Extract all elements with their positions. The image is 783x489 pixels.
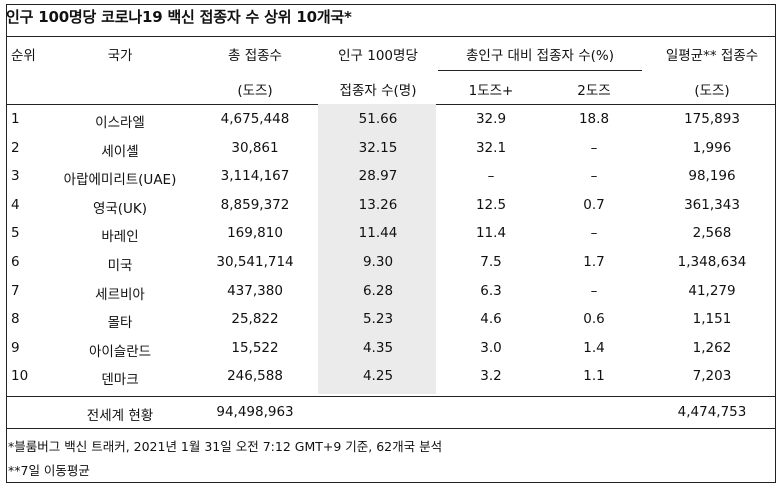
cell-country: 몰타 [107, 315, 133, 331]
cell-per100: 4.35 [362, 340, 394, 356]
cell-country: 아이슬란드 [88, 344, 152, 360]
cell-daily: 41,279 [688, 283, 736, 299]
title-divider [6, 36, 776, 37]
share-header-underline [438, 70, 642, 71]
cell-country: 이스라엘 [95, 115, 145, 131]
header-share: 총인구 대비 접종자 수(%) [465, 48, 615, 64]
cell-rank: 6 [11, 254, 20, 270]
cell-daily: 1,348,634 [677, 254, 747, 270]
cell-daily: 7,203 [692, 368, 732, 384]
cell-rank: 1 [11, 111, 20, 127]
cell-dose2: 1.1 [583, 368, 605, 384]
cell-dose2: 0.6 [583, 311, 605, 327]
cell-per100: 13.26 [358, 197, 398, 213]
cell-dose2: – [590, 140, 598, 156]
cell-rank: 4 [11, 197, 20, 213]
header-rank: 순위 [11, 48, 36, 64]
cell-dose2: 0.7 [583, 197, 605, 213]
cell-total: 4,675,448 [220, 111, 290, 127]
world-label: 전세계 현황 [86, 408, 154, 424]
cell-total: 169,810 [227, 225, 283, 241]
cell-dose2: – [590, 168, 598, 184]
cell-country: 세르비아 [95, 287, 145, 303]
cell-dose1: 32.1 [475, 140, 507, 156]
cell-total: 25,822 [231, 311, 279, 327]
cell-dose1: 11.4 [475, 225, 507, 241]
cell-country: 아랍에미리트(UAE) [63, 172, 177, 188]
world-total: 94,498,963 [216, 404, 294, 420]
world-row-divider [6, 396, 776, 397]
header-per100: 인구 100명당 [338, 48, 418, 64]
cell-per100: 6.28 [362, 283, 394, 299]
cell-per100: 32.15 [358, 140, 398, 156]
cell-dose1: 7.5 [480, 254, 502, 270]
cell-per100: 4.25 [362, 368, 394, 384]
cell-total: 246,588 [227, 368, 283, 384]
footnote-source: *블룸버그 백신 트래커, 2021년 1월 31일 오전 7:12 GMT+9… [8, 439, 443, 454]
table-title: 인구 100명당 코로나19 백신 접종자 수 상위 10개국* [6, 8, 352, 26]
cell-dose2: 1.4 [583, 340, 605, 356]
cell-country: 덴마크 [101, 372, 139, 388]
world-daily: 4,474,753 [677, 404, 747, 420]
cell-per100: 9.30 [362, 254, 394, 270]
cell-per100: 28.97 [358, 168, 398, 184]
header-daily: 일평균** 접종수 [665, 48, 759, 64]
cell-rank: 3 [11, 168, 20, 184]
header-total-unit: (도즈) [237, 83, 273, 99]
cell-daily: 1,262 [692, 340, 732, 356]
cell-rank: 10 [11, 368, 29, 384]
header-country: 국가 [107, 48, 133, 64]
cell-per100: 5.23 [362, 311, 394, 327]
cell-total: 8,859,372 [220, 197, 290, 213]
cell-total: 15,522 [231, 340, 279, 356]
cell-country: 바레인 [101, 229, 139, 245]
cell-rank: 9 [11, 340, 20, 356]
footnote-divider [6, 428, 776, 429]
cell-total: 30,541,714 [216, 254, 294, 270]
cell-daily: 361,343 [684, 197, 740, 213]
per100-column-highlight [318, 104, 436, 394]
header-dose2: 2도즈 [577, 83, 611, 99]
cell-dose1: 3.2 [480, 368, 502, 384]
cell-dose2: 1.7 [583, 254, 605, 270]
cell-total: 437,380 [227, 283, 283, 299]
cell-total: 3,114,167 [220, 168, 290, 184]
cell-rank: 2 [11, 140, 20, 156]
cell-country: 영국(UK) [92, 201, 148, 217]
cell-dose2: – [590, 283, 598, 299]
cell-dose1: 4.6 [480, 311, 502, 327]
cell-per100: 51.66 [358, 111, 398, 127]
cell-per100: 11.44 [358, 225, 398, 241]
cell-rank: 5 [11, 225, 20, 241]
cell-dose2: 18.8 [578, 111, 610, 127]
cell-dose1: 32.9 [475, 111, 507, 127]
cell-total: 30,861 [231, 140, 279, 156]
cell-country: 미국 [107, 258, 133, 274]
header-total: 총 접종수 [228, 48, 282, 64]
header-dose1: 1도즈+ [468, 83, 514, 99]
cell-daily: 1,996 [692, 140, 732, 156]
footnote-moving-average: **7일 이동평균 [8, 463, 90, 478]
cell-dose1: 12.5 [475, 197, 507, 213]
cell-daily: 1,151 [692, 311, 732, 327]
table-frame [6, 4, 776, 483]
cell-country: 세이셸 [101, 144, 139, 160]
cell-dose1: 3.0 [480, 340, 502, 356]
cell-daily: 98,196 [688, 168, 736, 184]
cell-daily: 2,568 [692, 225, 732, 241]
cell-rank: 7 [11, 283, 20, 299]
header-daily-unit: (도즈) [694, 83, 730, 99]
cell-rank: 8 [11, 311, 20, 327]
cell-daily: 175,893 [684, 111, 740, 127]
cell-dose2: – [590, 225, 598, 241]
cell-dose1: 6.3 [480, 283, 502, 299]
cell-dose1: – [487, 168, 495, 184]
header-per100-unit: 접종자 수(명) [339, 83, 417, 99]
